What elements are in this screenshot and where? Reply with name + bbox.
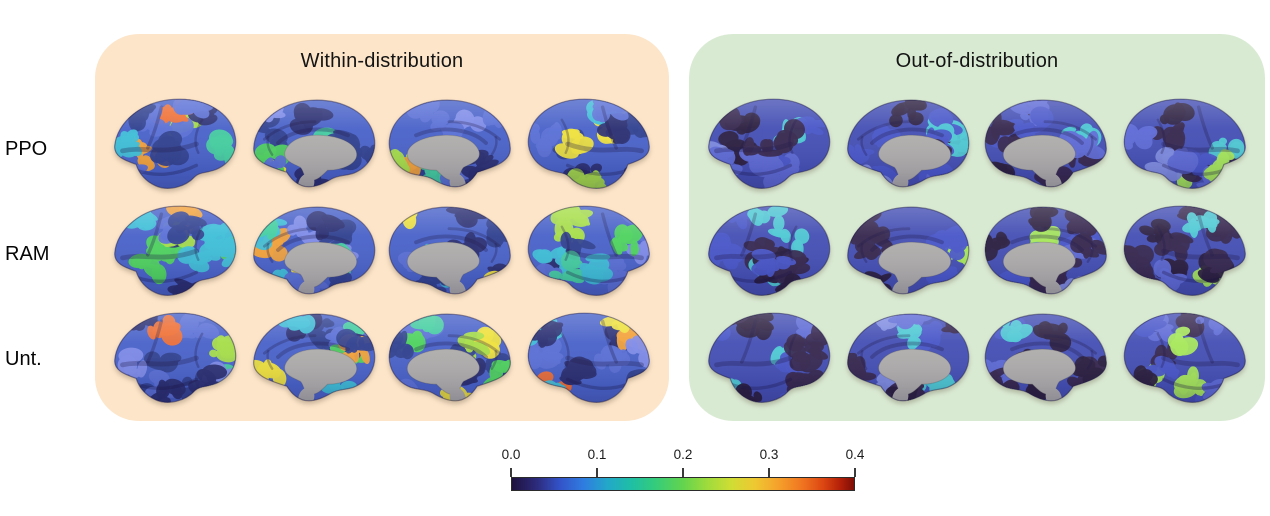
brain-surface-within-ppo-medial-right	[383, 92, 519, 198]
brain-surface-within-ram-medial-right	[383, 199, 519, 305]
brain-surface-within-ppo-medial-left	[245, 92, 381, 198]
brain-surface-within-unt-medial-left	[245, 306, 381, 412]
brain-surface-ood-ppo-lateral-left	[700, 92, 836, 198]
brain-surface-ood-ppo-lateral-right	[1118, 92, 1254, 198]
brain-surface-within-unt-lateral-left	[106, 306, 242, 412]
brain-surface-within-ram-lateral-right	[522, 199, 658, 305]
row-label-ram: RAM	[5, 243, 50, 265]
row-label-ppo: PPO	[5, 138, 48, 160]
panel-within-distribution: Within-distribution	[95, 34, 669, 421]
brain-surface-ood-ram-medial-right	[979, 199, 1115, 305]
brain-row-ood-ppo	[697, 92, 1257, 198]
brain-surface-within-ppo-lateral-right	[522, 92, 658, 198]
colorbar-tick-label-4: 0.4	[845, 447, 865, 462]
panel-title-within: Within-distribution	[300, 50, 464, 72]
panel-title-ood: Out-of-distribution	[895, 50, 1059, 72]
colorbar-tick-label-3: 0.3	[759, 447, 779, 462]
brain-surface-within-ram-lateral-left	[106, 199, 242, 305]
brain-surface-ood-ppo-medial-right	[979, 92, 1115, 198]
brain-surface-ood-ram-lateral-left	[700, 199, 836, 305]
brain-row-within-ram	[103, 199, 661, 305]
colorbar: 0.0 0.1 0.2 0.3 0.4	[502, 446, 864, 502]
brain-surface-ood-ram-lateral-right	[1118, 199, 1254, 305]
brain-surface-ood-unt-medial-left	[839, 306, 975, 412]
brain-surface-within-ppo-lateral-left	[106, 92, 242, 198]
colorbar-tick-mark	[596, 468, 598, 477]
brain-surface-within-ram-medial-left	[245, 199, 381, 305]
brain-surface-ood-unt-medial-right	[979, 306, 1115, 412]
brain-row-within-ppo	[103, 92, 661, 198]
brain-surface-ood-unt-lateral-left	[700, 306, 836, 412]
colorbar-tick-mark	[854, 468, 856, 477]
brain-row-ood-unt	[697, 306, 1257, 412]
row-label-unt: Unt.	[5, 348, 42, 370]
colorbar-tick-mark	[682, 468, 684, 477]
colorbar-tick-label-1: 0.1	[587, 447, 607, 462]
colorbar-tick-label-0: 0.0	[501, 447, 521, 462]
brain-surface-within-unt-lateral-right	[522, 306, 658, 412]
colorbar-gradient-bar	[511, 477, 855, 491]
brain-surface-ood-ram-medial-left	[839, 199, 975, 305]
colorbar-tick-mark	[768, 468, 770, 477]
brain-surface-within-unt-medial-right	[383, 306, 519, 412]
panel-out-of-distribution: Out-of-distribution	[689, 34, 1265, 421]
brain-surface-ood-unt-lateral-right	[1118, 306, 1254, 412]
brain-row-within-unt	[103, 306, 661, 412]
brain-surface-ood-ppo-medial-left	[839, 92, 975, 198]
brain-row-ood-ram	[697, 199, 1257, 305]
colorbar-tick-mark	[510, 468, 512, 477]
colorbar-tick-label-2: 0.2	[673, 447, 693, 462]
